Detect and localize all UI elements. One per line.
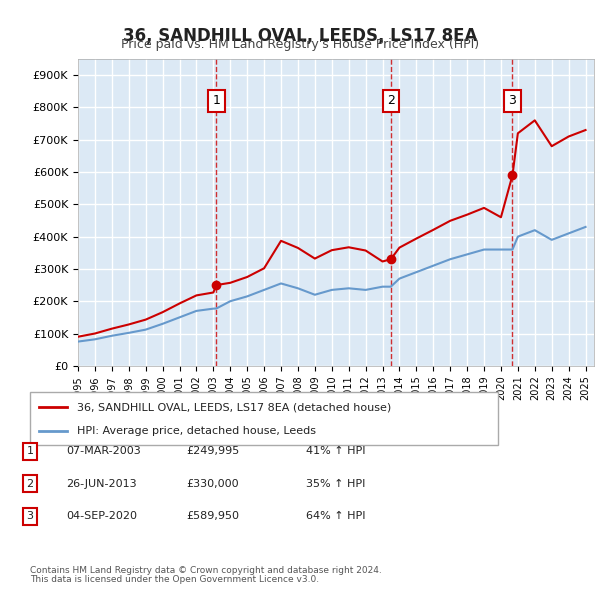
Text: 64% ↑ HPI: 64% ↑ HPI	[306, 512, 365, 521]
Text: 07-MAR-2003: 07-MAR-2003	[66, 447, 141, 456]
Text: This data is licensed under the Open Government Licence v3.0.: This data is licensed under the Open Gov…	[30, 575, 319, 584]
Text: 2: 2	[26, 479, 34, 489]
Text: 2: 2	[387, 94, 395, 107]
Text: Price paid vs. HM Land Registry's House Price Index (HPI): Price paid vs. HM Land Registry's House …	[121, 38, 479, 51]
Text: 36, SANDHILL OVAL, LEEDS, LS17 8EA: 36, SANDHILL OVAL, LEEDS, LS17 8EA	[123, 27, 477, 45]
Text: £249,995: £249,995	[186, 447, 239, 456]
Text: 41% ↑ HPI: 41% ↑ HPI	[306, 447, 365, 456]
Text: HPI: Average price, detached house, Leeds: HPI: Average price, detached house, Leed…	[77, 425, 316, 435]
FancyBboxPatch shape	[30, 392, 498, 445]
Text: 26-JUN-2013: 26-JUN-2013	[66, 479, 137, 489]
Text: 04-SEP-2020: 04-SEP-2020	[66, 512, 137, 521]
Text: £330,000: £330,000	[186, 479, 239, 489]
Text: 1: 1	[26, 447, 34, 456]
Text: Contains HM Land Registry data © Crown copyright and database right 2024.: Contains HM Land Registry data © Crown c…	[30, 566, 382, 575]
Text: 3: 3	[26, 512, 34, 521]
Text: 3: 3	[509, 94, 517, 107]
Text: £589,950: £589,950	[186, 512, 239, 521]
Text: 1: 1	[212, 94, 220, 107]
Text: 35% ↑ HPI: 35% ↑ HPI	[306, 479, 365, 489]
Text: 36, SANDHILL OVAL, LEEDS, LS17 8EA (detached house): 36, SANDHILL OVAL, LEEDS, LS17 8EA (deta…	[77, 402, 391, 412]
